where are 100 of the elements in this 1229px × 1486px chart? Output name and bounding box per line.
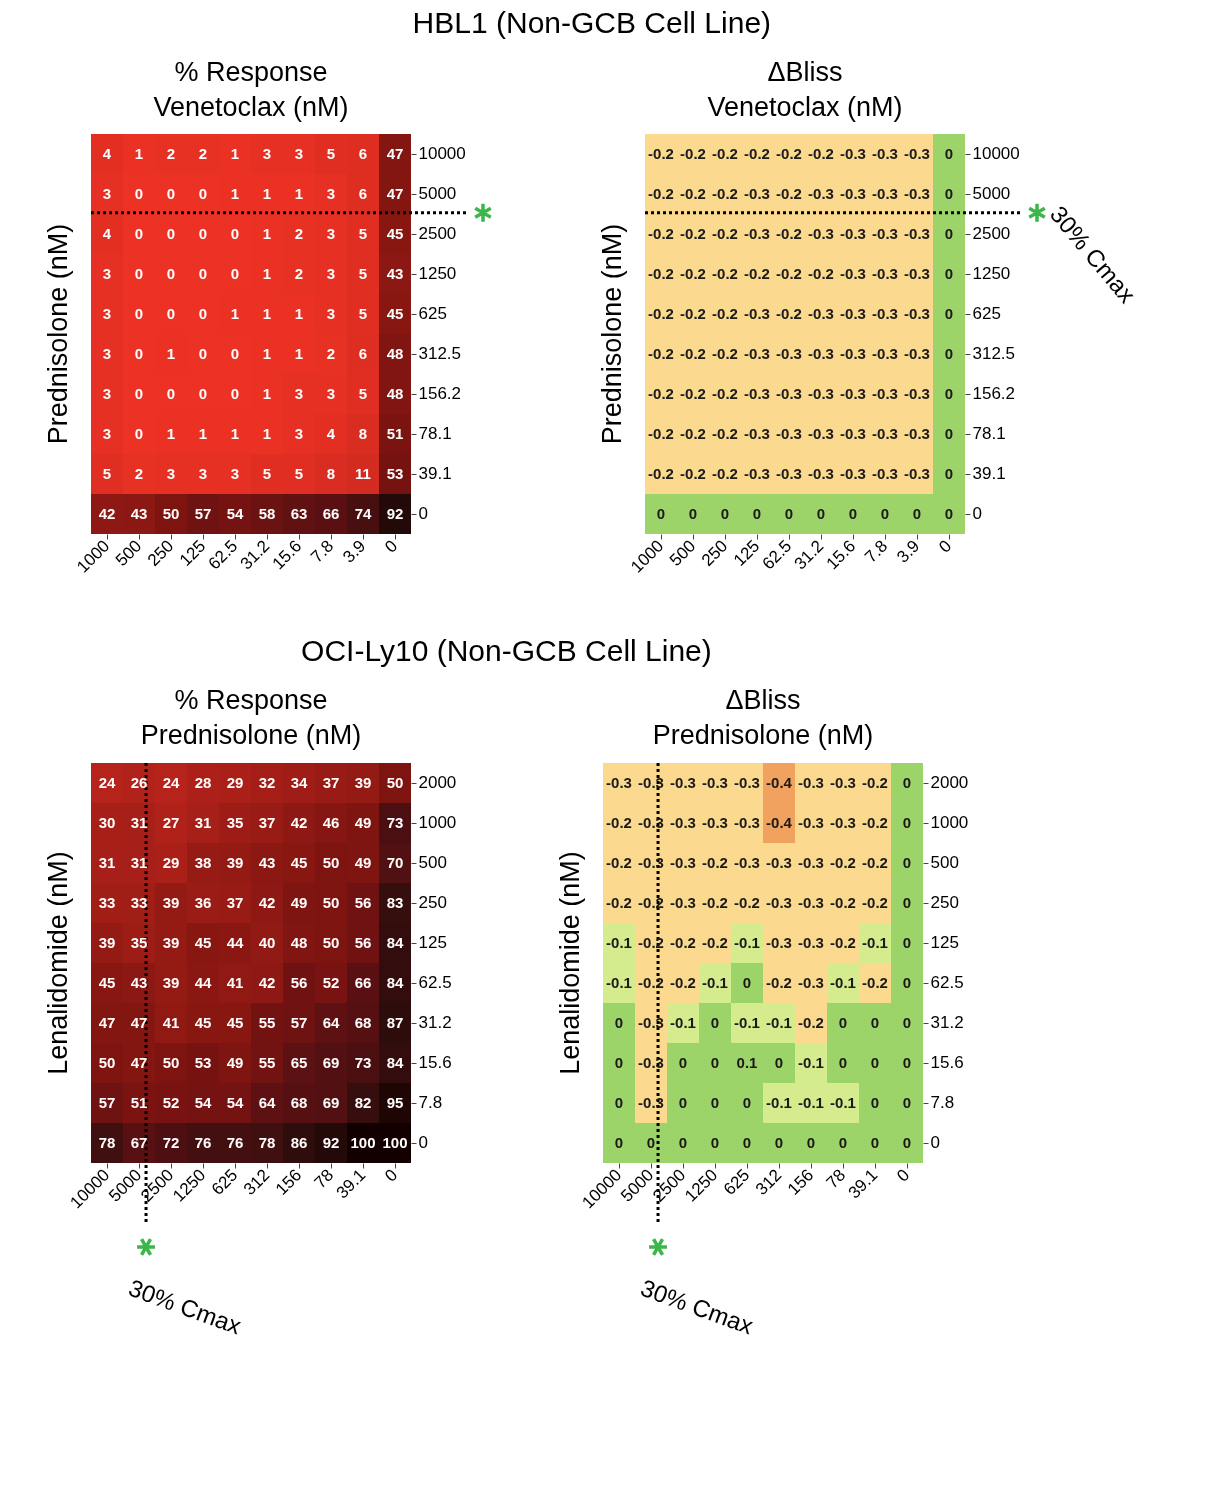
data-label: 0 [902, 1094, 912, 1111]
data-label: 47 [98, 1014, 116, 1031]
data-label: 0 [134, 185, 144, 202]
data-label: -0.3 [808, 225, 834, 242]
data-label: -0.2 [712, 265, 738, 282]
data-label: 57 [98, 1094, 116, 1111]
data-label: 48 [386, 385, 404, 402]
data-label: 1 [262, 225, 272, 242]
data-label: -0.2 [712, 425, 738, 442]
data-label: -0.1 [766, 1014, 792, 1031]
y-tick-label: 31.2 [930, 1013, 964, 1032]
data-label: 51 [130, 1094, 148, 1111]
data-label: 6 [358, 145, 368, 162]
data-label: 3 [102, 185, 112, 202]
y-axis-title: Lenalidomide (nM) [43, 851, 73, 1075]
data-label: 0.1 [736, 1054, 758, 1071]
data-label: -0.1 [766, 1094, 792, 1111]
x-tick-label: 3.9 [339, 536, 370, 567]
data-label: 0 [198, 225, 208, 242]
y-tick-label: 39.1 [972, 464, 1006, 483]
data-label: -0.2 [702, 934, 728, 951]
data-label: 26 [130, 774, 148, 791]
data-label: 73 [386, 814, 404, 831]
data-label: 50 [162, 1054, 180, 1071]
data-label: 0 [646, 1134, 656, 1151]
data-label: 50 [322, 934, 340, 951]
data-label: 1 [198, 425, 208, 442]
data-label: 0 [912, 505, 922, 522]
data-label: -0.3 [766, 934, 792, 951]
data-label: 0 [774, 1054, 784, 1071]
data-label: -0.3 [744, 305, 770, 322]
data-label: -0.3 [766, 854, 792, 871]
data-label: 56 [354, 934, 372, 951]
data-label: 11 [355, 465, 371, 482]
data-label: 55 [258, 1014, 276, 1031]
x-tick-label: 7.8 [861, 536, 892, 567]
x-tick-label: 0 [381, 536, 402, 557]
data-label: 0 [742, 1094, 752, 1111]
data-label: 4 [326, 425, 336, 442]
data-label: 55 [258, 1054, 276, 1071]
y-tick-label: 78.1 [972, 424, 1006, 443]
data-label: 1 [294, 185, 304, 202]
data-label: 0 [870, 1054, 880, 1071]
data-label: 1 [166, 425, 176, 442]
data-label: 47 [130, 1014, 148, 1031]
data-label: 3 [294, 425, 304, 442]
data-label: -0.3 [734, 774, 760, 791]
data-label: 45 [226, 1014, 244, 1031]
data-label: 31 [130, 814, 148, 831]
data-label: -0.2 [680, 185, 706, 202]
data-label: 0 [774, 1134, 784, 1151]
data-label: -0.2 [712, 225, 738, 242]
data-label: 43 [130, 505, 148, 522]
data-label: -0.3 [798, 854, 824, 871]
data-label: 53 [194, 1054, 212, 1071]
data-label: 50 [322, 854, 340, 871]
data-label: -0.2 [680, 345, 706, 362]
data-label: -0.3 [840, 305, 866, 322]
data-label: -0.3 [744, 465, 770, 482]
data-label: 28 [194, 774, 212, 791]
data-label: -0.2 [702, 894, 728, 911]
data-label: 0 [710, 1054, 720, 1071]
data-label: 76 [226, 1134, 244, 1151]
data-label: -0.3 [798, 814, 824, 831]
data-label: 1 [230, 185, 240, 202]
data-label: -0.3 [840, 385, 866, 402]
data-label: 68 [290, 1094, 308, 1111]
data-label: -0.3 [670, 814, 696, 831]
data-label: -0.3 [734, 854, 760, 871]
data-label: 57 [194, 505, 212, 522]
y-tick-label: 0 [418, 1133, 428, 1152]
data-label: 43 [258, 854, 276, 871]
data-label: -0.2 [830, 934, 856, 951]
data-label: -0.3 [904, 265, 930, 282]
data-label: -0.3 [606, 774, 632, 791]
y-tick-label: 0 [972, 504, 982, 523]
data-label: 0 [230, 225, 240, 242]
data-label: -0.2 [606, 894, 632, 911]
x-axis-title: Venetoclax (nM) [707, 92, 903, 122]
y-tick-label: 625 [418, 304, 447, 323]
data-label: 31 [130, 854, 148, 871]
data-label: 8 [358, 425, 368, 442]
data-label: 0 [720, 505, 730, 522]
y-tick-label: 78.1 [418, 424, 452, 443]
data-label: 33 [130, 894, 148, 911]
data-label: 0 [134, 385, 144, 402]
data-label: 35 [226, 814, 244, 831]
data-label: 0 [816, 505, 826, 522]
data-label: -0.2 [648, 345, 674, 362]
x-tick-label: 0 [893, 1165, 914, 1186]
data-label: 0 [614, 1094, 624, 1111]
data-label: 0 [656, 505, 666, 522]
data-label: 73 [354, 1054, 372, 1071]
data-label: 0 [838, 1014, 848, 1031]
data-label: -0.3 [744, 225, 770, 242]
x-tick-label: 3.9 [893, 536, 924, 567]
data-label: -0.1 [734, 1014, 760, 1031]
data-label: -0.1 [702, 974, 728, 991]
data-label: 1 [262, 185, 272, 202]
data-label: 5 [294, 465, 304, 482]
